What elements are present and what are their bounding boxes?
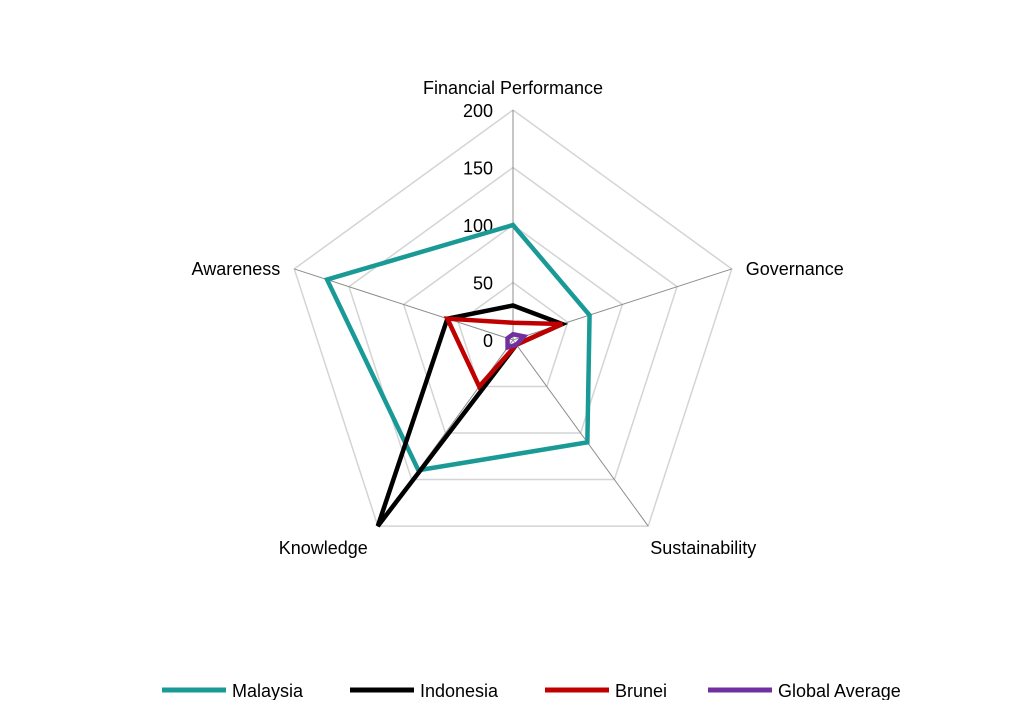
tick-label: 50	[473, 274, 493, 294]
series-line-global-average	[505, 331, 529, 351]
tick-label: 200	[463, 101, 493, 121]
tick-label: 0	[483, 331, 493, 351]
series-line-brunei	[443, 316, 564, 391]
legend-label: Malaysia	[232, 681, 304, 700]
legend-item: Malaysia	[162, 681, 304, 701]
grid-ring	[293, 109, 733, 527]
legend-item: Global Average	[708, 681, 901, 701]
axis-label: Knowledge	[279, 538, 368, 558]
legend-item: Indonesia	[350, 681, 499, 701]
spoke-line	[512, 339, 649, 527]
series-line-malaysia	[323, 222, 592, 473]
legend-item: Brunei	[545, 681, 667, 701]
series-line-indonesia	[375, 303, 569, 528]
legend-label: Indonesia	[420, 681, 499, 700]
axis-label: Financial Performance	[423, 78, 603, 98]
grid-ring	[402, 224, 624, 434]
legend-label: Global Average	[778, 681, 901, 700]
legend-label: Brunei	[615, 681, 667, 700]
tick-label: 150	[463, 159, 493, 179]
axis-label: Awareness	[192, 259, 281, 279]
axis-label: Sustainability	[650, 538, 756, 558]
radar-grid	[293, 109, 733, 527]
axis-label: Governance	[746, 259, 844, 279]
